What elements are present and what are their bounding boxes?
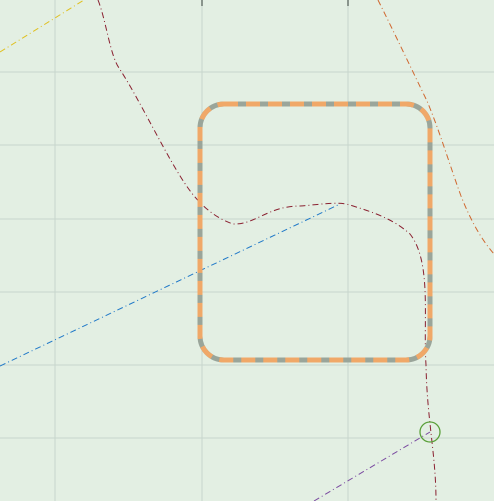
blue-route[interactable]	[0, 203, 341, 367]
dark-red-route[interactable]	[97, 0, 437, 501]
selection-box[interactable]	[197, 101, 433, 363]
map-top-ticks	[201, 0, 349, 6]
location-marker-icon[interactable]	[419, 421, 441, 443]
yellow-route[interactable]	[0, 0, 85, 53]
purple-route[interactable]	[313, 431, 431, 501]
